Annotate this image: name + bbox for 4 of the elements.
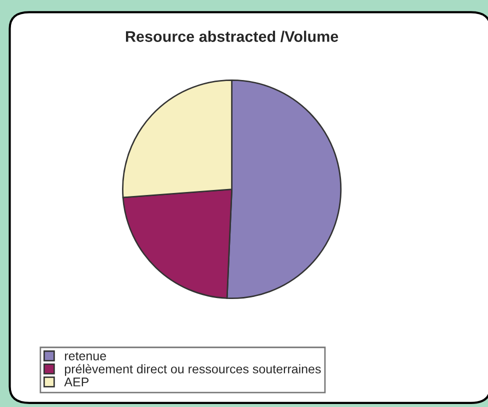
legend-label: retenue: [64, 352, 106, 360]
legend-label: AEP: [64, 378, 89, 386]
legend-label: prélèvement direct ou ressources souterraines: [64, 364, 321, 376]
chart-title: Resource abstracted /Volume: [126, 30, 338, 42]
